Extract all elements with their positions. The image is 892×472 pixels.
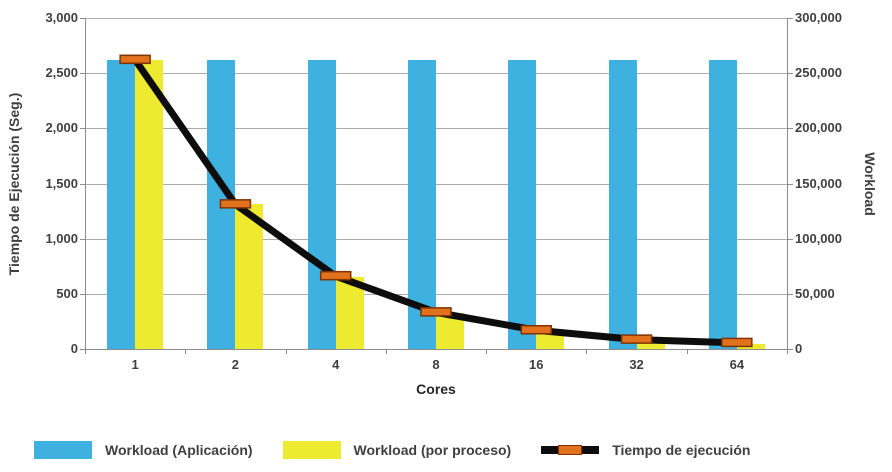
x-axis-title: Cores bbox=[416, 381, 456, 397]
bar-workload-application bbox=[408, 59, 436, 349]
y-axis-left-tick-label: 2,500 bbox=[45, 65, 78, 81]
gridline bbox=[85, 73, 787, 75]
x-axis-tick bbox=[686, 349, 688, 354]
x-axis-tick-label: 32 bbox=[629, 357, 644, 372]
y-axis-right-tick bbox=[787, 238, 793, 240]
y-axis-left-tick bbox=[80, 238, 85, 240]
legend: Workload (Aplicación) Workload (por proc… bbox=[34, 438, 864, 462]
bar-workload-per-process bbox=[135, 59, 164, 349]
gridline bbox=[85, 183, 787, 185]
x-axis-tick bbox=[586, 349, 588, 354]
y-axis-right-tick-label: 100,000 bbox=[795, 230, 842, 246]
legend-item-workload-proc: Workload (por proceso) bbox=[282, 441, 512, 459]
x-axis-tick bbox=[787, 349, 788, 354]
bar-workload-application bbox=[608, 59, 637, 349]
bar-workload-application bbox=[307, 59, 336, 349]
y-axis-right-tick-label: 0 bbox=[795, 341, 803, 356]
x-axis-tick-label: 2 bbox=[231, 357, 240, 372]
exec-time-line-marker bbox=[558, 445, 583, 455]
y-axis-left-tick bbox=[80, 18, 85, 19]
x-axis-tick-label: 64 bbox=[729, 357, 745, 372]
y-axis-right-tick-label: 50,000 bbox=[795, 285, 835, 301]
workload-proc-swatch-icon bbox=[282, 441, 341, 459]
workload-app-swatch-icon bbox=[34, 441, 92, 459]
gridline bbox=[85, 293, 787, 295]
bar-workload-application bbox=[207, 59, 236, 349]
y-axis-right-tick-label: 250,000 bbox=[795, 65, 842, 81]
x-axis-tick bbox=[85, 349, 86, 354]
legend-label-workload-proc: Workload (por proceso) bbox=[353, 442, 512, 458]
x-axis-tick-label: 8 bbox=[432, 357, 440, 372]
y-axis-right-tick-label: 150,000 bbox=[795, 175, 842, 191]
bar-workload-per-process bbox=[636, 339, 665, 349]
y-axis-right-tick-label: 200,000 bbox=[795, 120, 842, 136]
y-axis-right-tick bbox=[787, 18, 793, 19]
y-axis-right-tick-label: 300,000 bbox=[795, 10, 842, 25]
x-axis-tick bbox=[185, 349, 187, 354]
bar-workload-application bbox=[508, 59, 537, 349]
x-axis-tick-label: 1 bbox=[131, 357, 139, 372]
y-axis-left-tick-label: 1,000 bbox=[45, 230, 78, 246]
legend-label-workload-app: Workload (Aplicación) bbox=[105, 442, 253, 458]
y-axis-right-tick bbox=[787, 128, 793, 130]
bar-workload-per-process bbox=[335, 276, 364, 349]
bar-workload-per-process bbox=[235, 204, 264, 349]
y-axis-left-tick-label: 1,500 bbox=[45, 175, 78, 191]
gridline bbox=[85, 18, 787, 19]
x-axis-tick-label: 16 bbox=[529, 357, 544, 372]
bar-workload-per-process bbox=[536, 330, 565, 349]
y-axis-left-tick bbox=[80, 183, 85, 185]
y-axis-left-tick-label: 3,000 bbox=[45, 10, 78, 25]
y-axis-left-tick-label: 2,000 bbox=[45, 120, 78, 136]
legend-item-workload-app: Workload (Aplicación) bbox=[34, 441, 253, 459]
y-axis-left-tick bbox=[80, 73, 85, 75]
x-axis-tick bbox=[486, 349, 488, 354]
bar-workload-application bbox=[107, 59, 136, 349]
y-axis-right-line bbox=[787, 18, 788, 350]
legend-label-exec-time: Tiempo de ejecución bbox=[612, 442, 751, 458]
x-axis-line bbox=[80, 349, 793, 350]
gridline bbox=[85, 238, 787, 240]
y-axis-left-tick-label: 500 bbox=[56, 285, 78, 301]
x-axis-tick-label: 4 bbox=[332, 357, 340, 372]
y-axis-left-tick-label: 0 bbox=[70, 341, 78, 356]
bar-workload-per-process bbox=[436, 312, 464, 349]
gridline bbox=[85, 128, 787, 130]
y-axis-left-line bbox=[85, 18, 86, 350]
y-axis-right-tick bbox=[787, 73, 793, 75]
bar-workload-application bbox=[708, 59, 737, 349]
x-axis-tick bbox=[385, 349, 387, 354]
y-axis-left-tick bbox=[80, 128, 85, 130]
exec-time-line-swatch-icon bbox=[541, 441, 600, 459]
y-axis-right-tick bbox=[787, 183, 793, 185]
y-axis-right-tick bbox=[787, 293, 793, 295]
y-axis-left-tick bbox=[80, 293, 85, 295]
legend-item-exec-time: Tiempo de ejecución bbox=[541, 441, 750, 459]
x-axis-tick bbox=[285, 349, 287, 354]
